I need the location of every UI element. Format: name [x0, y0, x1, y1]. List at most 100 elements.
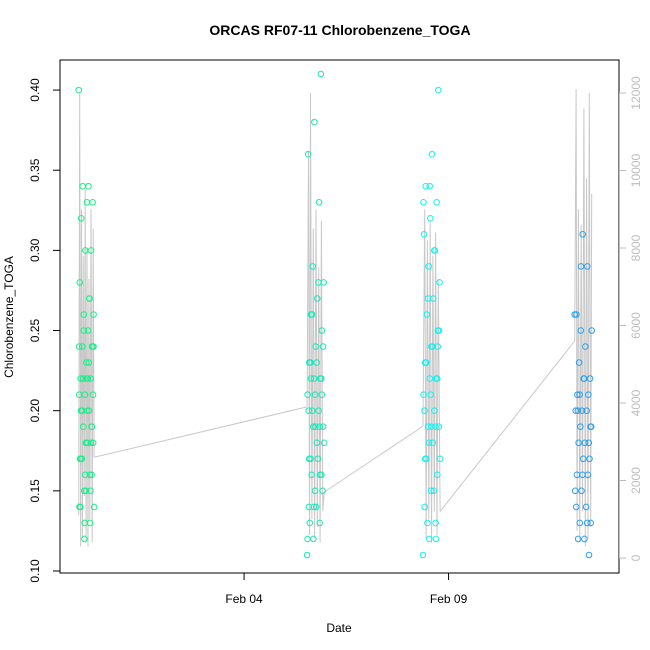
data-point	[426, 375, 434, 382]
data-point	[314, 295, 321, 302]
data-point	[434, 471, 441, 479]
data-point	[315, 279, 322, 286]
altitude-trace-layer	[78, 89, 593, 547]
flight-connector-line	[323, 425, 424, 493]
data-point	[81, 535, 88, 543]
data-point	[79, 375, 87, 382]
y-tick-label: 0.40	[28, 78, 42, 102]
data-point	[319, 487, 326, 495]
flight-connector-line	[439, 340, 576, 512]
data-point	[309, 263, 317, 270]
data-point	[582, 343, 589, 350]
data-point	[433, 199, 440, 206]
data-point	[85, 182, 92, 190]
data-point	[425, 263, 432, 270]
data-point	[76, 503, 83, 511]
data-point	[316, 423, 323, 431]
data-point	[305, 455, 313, 463]
data-point	[77, 407, 85, 415]
data-point	[311, 118, 318, 126]
y2-tick-label: 0	[629, 554, 643, 561]
data-point	[585, 551, 593, 559]
data-point	[84, 327, 92, 334]
altitude-trace-1	[78, 92, 95, 547]
data-point	[86, 295, 93, 302]
data-point	[81, 487, 88, 495]
data-point	[577, 263, 585, 270]
data-point	[584, 263, 591, 270]
data-point	[581, 535, 588, 543]
data-point	[427, 215, 434, 222]
data-point	[77, 215, 85, 222]
data-point	[583, 407, 590, 415]
y-tick-label: 0.35	[28, 158, 42, 182]
data-point	[576, 391, 583, 399]
y-tick-label: 0.10	[28, 559, 42, 583]
data-point	[432, 423, 439, 431]
data-point	[79, 182, 86, 190]
y-axis-label: Chlorobenzene_TOGA	[2, 256, 16, 378]
data-point	[318, 375, 325, 382]
data-point	[574, 391, 581, 399]
data-point	[313, 359, 321, 366]
data-point	[420, 391, 427, 399]
data-point	[313, 439, 321, 447]
data-point	[87, 487, 94, 495]
x-axis-label: Date	[326, 621, 352, 635]
data-point	[425, 439, 433, 447]
data-point	[75, 343, 83, 350]
data-point	[304, 391, 311, 399]
y-axis-right: 0 2000 4000 6000 8000 10000 12000	[619, 76, 643, 561]
data-point	[310, 535, 317, 543]
data-point	[419, 551, 427, 559]
data-point	[318, 327, 326, 334]
data-point	[424, 423, 432, 431]
data-point	[315, 199, 323, 206]
x-tick-label: Feb 04	[225, 592, 263, 606]
data-point	[308, 471, 315, 479]
data-point	[307, 375, 315, 382]
data-point	[426, 535, 433, 543]
data-point	[421, 407, 428, 415]
data-point	[571, 487, 579, 495]
y2-tick-label: 8000	[629, 234, 643, 261]
data-point	[75, 86, 82, 94]
data-point	[575, 439, 582, 447]
data-point	[87, 375, 94, 382]
data-point	[577, 327, 585, 334]
data-point	[578, 487, 585, 495]
data-point	[574, 535, 582, 543]
data-point	[580, 375, 588, 382]
data-point	[421, 503, 429, 511]
data-point	[81, 519, 88, 527]
data-point	[81, 471, 89, 479]
data-point	[80, 423, 87, 431]
data-point	[428, 150, 436, 158]
data-point	[89, 391, 97, 399]
data-point	[87, 439, 95, 447]
data-point	[312, 503, 320, 511]
data-point	[311, 487, 319, 495]
data-point	[587, 423, 594, 431]
data-point	[574, 407, 582, 415]
data-point	[83, 439, 90, 447]
data-point	[583, 519, 591, 527]
data-point	[576, 519, 584, 527]
data-point	[432, 535, 440, 543]
data-point	[83, 359, 90, 366]
data-point	[421, 455, 429, 463]
data-point	[424, 519, 431, 527]
altitude-trace-2	[306, 92, 325, 543]
data-point	[587, 519, 595, 527]
data-point	[427, 391, 435, 399]
data-point	[89, 199, 96, 206]
data-points-layer	[75, 70, 596, 559]
data-point	[430, 487, 438, 495]
data-point	[432, 519, 439, 527]
data-point	[311, 391, 319, 399]
data-point	[429, 439, 437, 447]
data-point	[316, 519, 324, 527]
data-point	[573, 311, 580, 318]
data-point	[304, 535, 311, 543]
